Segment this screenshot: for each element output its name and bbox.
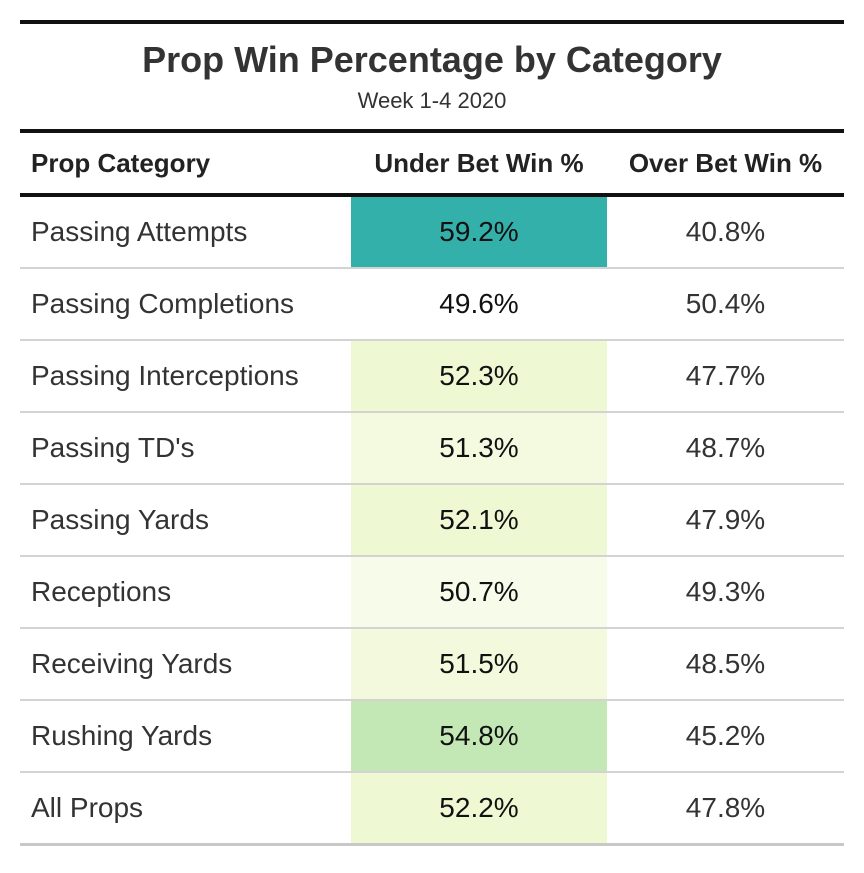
under-bet-win-cell: 54.8% [351, 701, 607, 771]
table-row: Passing Completions 49.6% 50.4% [20, 269, 844, 341]
under-bet-win-cell: 52.1% [351, 485, 607, 555]
prop-category-cell: Passing Attempts [31, 216, 248, 247]
top-rule [20, 20, 844, 24]
prop-category-cell: Passing TD's [31, 432, 195, 463]
table-title: Prop Win Percentage by Category [142, 39, 722, 80]
column-header-prop-category: Prop Category [31, 147, 211, 178]
table-row: Passing Yards 52.1% 47.9% [20, 485, 844, 557]
under-bet-win-cell: 50.7% [351, 557, 607, 627]
column-header-under-bet-win: Under Bet Win % [374, 147, 584, 178]
prop-category-cell: Receiving Yards [31, 648, 233, 679]
prop-category-cell: Rushing Yards [31, 720, 213, 751]
table-row: Passing Interceptions 52.3% 47.7% [20, 341, 844, 413]
over-bet-win-cell: 45.2% [685, 720, 766, 751]
prop-category-cell: All Props [31, 792, 144, 823]
over-bet-win-cell: 47.7% [685, 360, 766, 391]
table-row: Receptions 50.7% 49.3% [20, 557, 844, 629]
over-bet-win-cell: 48.7% [685, 432, 766, 463]
over-bet-win-cell: 50.4% [685, 288, 766, 319]
column-header-over-bet-win: Over Bet Win % [628, 147, 823, 178]
prop-category-cell: Receptions [31, 576, 172, 607]
over-bet-win-cell: 49.3% [685, 576, 766, 607]
column-header-row: Prop Category Under Bet Win % Over Bet W… [20, 133, 844, 193]
prop-category-cell: Passing Completions [31, 288, 295, 319]
under-bet-win-cell: 52.2% [351, 773, 607, 843]
table-subtitle: Week 1-4 2020 [357, 88, 507, 113]
table-row: Receiving Yards 51.5% 48.5% [20, 629, 844, 701]
table-row: All Props 52.2% 47.8% [20, 773, 844, 846]
over-bet-win-cell: 47.8% [685, 792, 766, 823]
header-top-rule [20, 129, 844, 133]
over-bet-win-cell: 47.9% [685, 504, 766, 535]
prop-category-cell: Passing Interceptions [31, 360, 299, 391]
under-bet-win-cell: 49.6% [351, 269, 607, 339]
under-bet-win-cell: 51.5% [351, 629, 607, 699]
header-bottom-rule [20, 193, 844, 197]
over-bet-win-cell: 48.5% [685, 648, 766, 679]
under-bet-win-cell: 52.3% [351, 341, 607, 411]
table-row: Rushing Yards 54.8% 45.2% [20, 701, 844, 773]
prop-category-cell: Passing Yards [31, 504, 209, 535]
under-bet-win-cell: 59.2% [351, 197, 607, 267]
over-bet-win-cell: 40.8% [685, 216, 766, 247]
table-row: Passing TD's 51.3% 48.7% [20, 413, 844, 485]
table-body: Passing Attempts 59.2% 40.8% Passing Comple… [20, 197, 844, 846]
table-row: Passing Attempts 59.2% 40.8% [20, 197, 844, 269]
under-bet-win-cell: 51.3% [351, 413, 607, 483]
prop-win-table: Prop Win Percentage by Category Week 1-4… [20, 20, 844, 846]
